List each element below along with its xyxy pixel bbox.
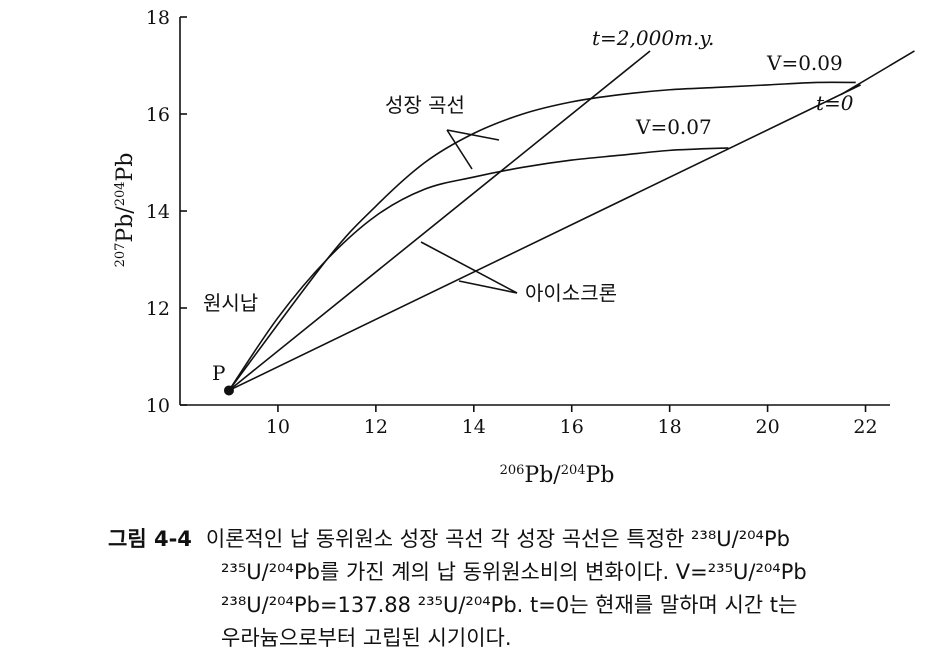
- isochron-4: [228, 84, 861, 392]
- isochron-leader-2: [458, 280, 518, 294]
- x-tick-label: 20: [755, 416, 779, 438]
- y-tick-label: 10: [146, 395, 170, 417]
- growth-leader-2: [446, 129, 473, 170]
- label-isochron: 아이소크론: [525, 281, 617, 305]
- caption-line-3: ²³⁸U/²⁰⁴Pb=137.88 ²³⁵U/²⁰⁴Pb. t=0는 현재를 말…: [221, 593, 798, 617]
- caption-text-1: 이론적인 납 동위원소 성장 곡선 각 성장 곡선은 특정한 ²³⁸U/²⁰⁴P…: [205, 527, 790, 551]
- curves: [223, 50, 915, 396]
- caption-line-2: ²³⁵U/²⁰⁴Pb를 가진 계의 납 동위원소비의 변화이다. V=²³⁵U/…: [221, 560, 807, 584]
- y-tick-label: 12: [146, 298, 170, 320]
- leader-lines: [420, 129, 518, 294]
- x-tick-label: 16: [560, 416, 584, 438]
- y-axis-label: 207Pb/204Pb: [113, 153, 138, 268]
- x-tick-label: 14: [462, 416, 486, 438]
- x-tick-label: 12: [364, 416, 388, 438]
- growth-curve-2: [228, 147, 729, 391]
- growth-curve-1: [228, 81, 856, 391]
- x-tick-label: 18: [658, 416, 682, 438]
- axis-ticks: 10 12 14 16 18 20 22 10 12 14 16 18: [146, 7, 878, 438]
- lead-growth-diagram: 10 12 14 16 18 20 22 10 12 14 16 18 206Pb/204Pb 207…: [113, 7, 915, 488]
- isochron-extension-5: [840, 50, 915, 96]
- x-tick-label: 22: [853, 416, 877, 438]
- label-point-p: P: [212, 361, 225, 385]
- x-axis-label: 206Pb/204Pb: [500, 463, 615, 488]
- label-t-0: t=0: [816, 91, 854, 115]
- caption-line-4: 우라늄으로부터 고립된 시기이다.: [221, 626, 512, 650]
- caption-label: 그림 4-4: [108, 527, 192, 551]
- isochron-3: [228, 50, 651, 392]
- y-tick-label: 14: [146, 201, 170, 223]
- label-v-007: V=0.07: [635, 115, 712, 139]
- y-tick-label: 18: [146, 7, 170, 29]
- caption-line-1: 그림 4-4 이론적인 납 동위원소 성장 곡선 각 성장 곡선은 특정한 ²³⁸…: [108, 523, 937, 556]
- y-tick-label: 16: [146, 104, 170, 126]
- x-tick-label: 10: [266, 416, 290, 438]
- figure-caption: 그림 4-4 이론적인 납 동위원소 성장 곡선 각 성장 곡선은 특정한 ²³⁸…: [108, 523, 937, 655]
- label-growth-curve: 성장 곡선: [385, 93, 465, 117]
- growth-leader-1: [446, 129, 500, 141]
- label-t-2000: t=2,000m.y.: [592, 26, 714, 50]
- isochron-leader-1: [420, 241, 518, 294]
- label-v-009: V=0.09: [766, 51, 843, 75]
- label-primordial-lead: 원시납: [203, 291, 258, 315]
- point-p-marker: [223, 385, 234, 396]
